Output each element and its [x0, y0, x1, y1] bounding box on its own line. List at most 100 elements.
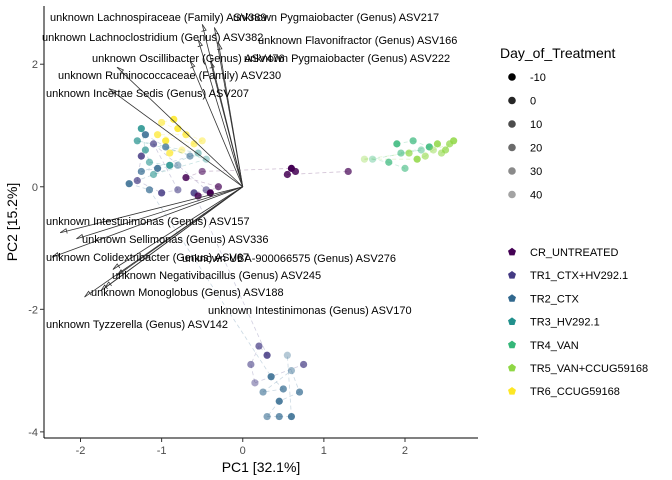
trajectory-segment	[161, 122, 203, 142]
sample-point	[360, 155, 369, 163]
loading-arrowhead	[84, 290, 92, 298]
legend-alpha-label: 10	[530, 119, 542, 131]
loading-labels-layer: unknown Lachnospiraceae (Family) ASV389u…	[42, 12, 457, 331]
sample-point	[125, 180, 133, 188]
legend-group-key	[508, 363, 516, 372]
trajectory-segment	[165, 146, 191, 157]
loading-label: unknown Ruminococcaceae (Family) ASV230	[58, 70, 281, 82]
trajectory-segment	[153, 158, 207, 175]
sample-point	[149, 170, 158, 179]
axes: -2 -1 0 1 2 -4 -2 0 2 PC1 [32.1%] PC2 [15.2%]	[4, 6, 478, 475]
sample-point	[421, 152, 429, 160]
sample-point	[255, 342, 263, 350]
sample-point	[291, 167, 300, 176]
loading-arrowhead	[189, 60, 196, 69]
loading-label: unknown UBA-900066575 (Genus) ASV276	[182, 253, 396, 265]
y-tick-label: -4	[28, 427, 38, 439]
sample-point	[174, 161, 182, 169]
sample-point	[275, 412, 283, 421]
sample-point	[198, 137, 206, 145]
trajectory-segment	[372, 149, 422, 160]
loading-arrow	[112, 186, 243, 270]
loading-label: unknown Lachnospiraceae (Family) ASV389	[50, 12, 266, 24]
trajectory-segment	[202, 167, 292, 172]
sample-point	[214, 183, 223, 191]
loading-label: unknown Sellimonas (Genus) ASV336	[82, 234, 269, 246]
loading-label: unknown Colidextribacter (Genus) ASV67	[46, 252, 249, 264]
sample-point	[287, 412, 296, 421]
sample-point	[409, 137, 417, 145]
sample-point	[385, 158, 393, 166]
trajectory-segment	[153, 143, 207, 191]
legend-group-label: TR1_CTX+HV292.1	[530, 270, 628, 282]
loading-label: unknown Incertae Sedis (Genus) ASV207	[46, 88, 249, 100]
legend-group-label: TR2_CTX	[530, 293, 580, 305]
sample-point	[145, 186, 154, 194]
y-axis-label: PC2 [15.2%]	[4, 183, 20, 262]
legend-alpha-key	[508, 143, 516, 152]
loading-arrow	[116, 66, 244, 188]
sample-point	[190, 140, 198, 148]
sample-point	[401, 164, 409, 172]
sample-point	[137, 167, 145, 176]
sample-point	[162, 137, 170, 145]
loading-label: unknown Flavonifractor (Genus) ASV166	[258, 35, 457, 47]
sample-point	[437, 149, 446, 157]
loading-arrow	[189, 60, 244, 187]
sample-point	[149, 140, 158, 148]
sample-point	[413, 155, 421, 163]
loading-arrowhead	[51, 252, 60, 258]
sample-point	[417, 146, 425, 154]
sample-point	[178, 146, 186, 154]
sample-point	[446, 140, 454, 148]
loading-arrow	[104, 186, 243, 289]
legend-group-key	[508, 340, 516, 349]
x-tick-label: 1	[321, 445, 327, 457]
loading-label: unknown Pygmaiobacter (Genus) ASV217	[233, 12, 439, 24]
sample-point	[145, 158, 154, 166]
sample-point	[263, 412, 271, 421]
trajectory-segment	[140, 128, 146, 151]
loading-arrowhead	[217, 42, 223, 51]
sample-point	[182, 131, 190, 139]
sample-point	[170, 115, 178, 123]
sample-point	[287, 366, 296, 375]
sample-point	[283, 170, 291, 179]
trajectory-segment	[185, 177, 219, 188]
legend-group-key	[508, 294, 516, 302]
loading-label: unknown Pygmaiobacter (Genus) ASV222	[244, 53, 450, 65]
trajectory-segment	[372, 158, 389, 163]
sample-point	[174, 124, 182, 133]
legend: Day_of_Treatment -10 0 10 20 30 40 CR_UNTREATED…	[500, 45, 648, 398]
sample-point	[198, 167, 206, 176]
legend-alpha-label: 20	[530, 143, 542, 155]
loading-label: unknown Oscillibacter (Genus) ASV476	[92, 53, 285, 65]
sample-point	[153, 131, 162, 139]
loading-arrow	[84, 186, 243, 298]
loading-arrowhead	[116, 66, 125, 74]
legend-alpha-label: 30	[530, 166, 542, 178]
x-tick-label: 0	[240, 445, 246, 457]
legend-group-key	[508, 387, 516, 395]
legend-alpha-key	[508, 73, 516, 81]
x-tick-label: 2	[402, 445, 408, 457]
legend-alpha-label: 0	[530, 96, 536, 108]
legend-alpha-label: 40	[530, 190, 542, 202]
sample-point	[153, 164, 162, 172]
legend-alpha-label: -10	[530, 72, 546, 84]
sample-point	[299, 360, 308, 369]
y-tick-label: -2	[28, 304, 38, 316]
legend-group-label: CR_UNTREATED	[530, 247, 618, 259]
trajectory-segment	[173, 119, 195, 145]
loading-arrowhead	[100, 284, 108, 292]
sample-point	[174, 186, 182, 194]
loading-arrow	[209, 61, 244, 187]
legend-alpha-key	[508, 120, 516, 128]
loading-arrowhead	[76, 233, 84, 240]
sample-point	[141, 131, 150, 139]
trajectory-segment	[262, 370, 292, 393]
legend-group-label: TR4_VAN	[530, 340, 579, 352]
x-axis-label: PC1 [32.1%]	[222, 459, 301, 475]
legend-alpha-key	[508, 96, 516, 105]
